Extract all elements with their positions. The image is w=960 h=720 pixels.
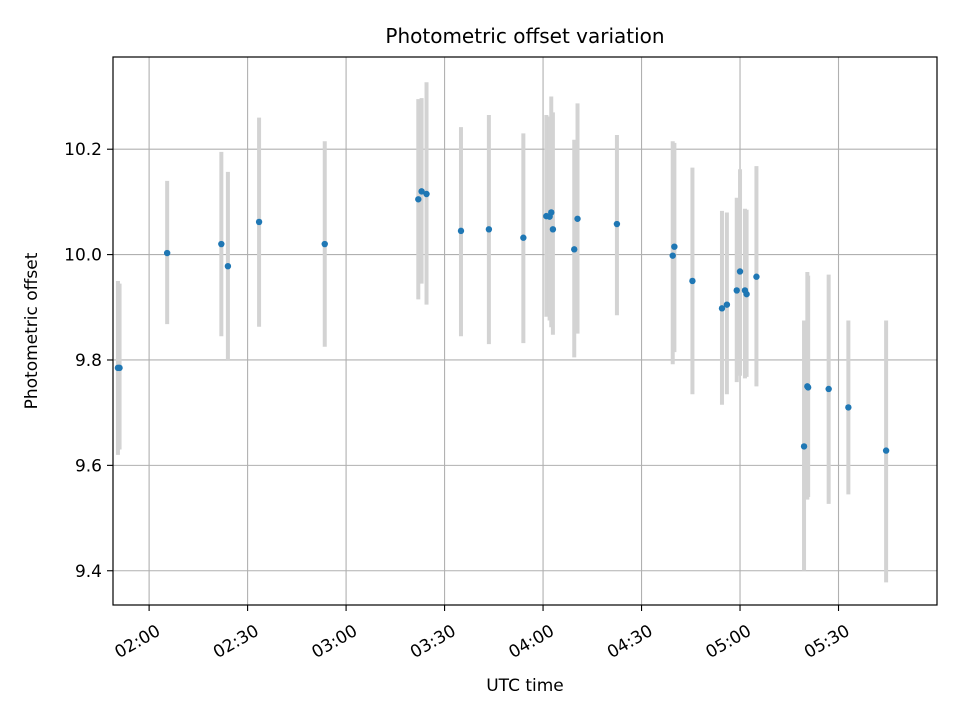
data-point: [671, 243, 678, 250]
data-point: [800, 443, 808, 450]
data-point: [418, 188, 425, 195]
data-point: [736, 268, 744, 275]
chart-title: Photometric offset variation: [385, 24, 664, 48]
data-point: [255, 218, 263, 226]
data-point: [845, 404, 852, 411]
y-axis-label: Photometric offset: [22, 252, 42, 409]
data-point: [548, 209, 555, 216]
data-point: [669, 252, 676, 259]
data-point: [825, 385, 832, 393]
data-point: [163, 249, 171, 257]
data-point: [415, 196, 422, 203]
data-point: [882, 447, 890, 454]
data-point: [423, 190, 430, 198]
data-point: [733, 287, 740, 294]
x-axis-label: UTC time: [486, 676, 564, 696]
y-tick-label: 10.0: [64, 246, 102, 266]
y-tick-label: 9.6: [75, 456, 102, 476]
data-point: [613, 220, 621, 228]
data-point: [743, 290, 750, 298]
plot-area-frame: [112, 56, 938, 606]
y-tick-label: 9.8: [75, 351, 102, 371]
y-axis-ticks: 9.4 9.6 9.8 10.0 10.2: [64, 140, 113, 582]
data-point: [723, 301, 731, 308]
data-point: [224, 262, 232, 270]
data-point: [571, 246, 578, 253]
data-point: [116, 364, 123, 372]
data-point: [718, 305, 726, 312]
data-point: [753, 273, 760, 280]
data-point: [804, 384, 812, 391]
data-point: [689, 277, 696, 285]
data-point: [485, 226, 493, 233]
data-point: [549, 226, 557, 233]
y-tick-label: 9.4: [75, 562, 102, 582]
data-point: [321, 240, 328, 248]
data-point: [574, 215, 581, 222]
data-point: [520, 234, 527, 241]
data-point: [457, 227, 465, 235]
y-tick-label: 10.2: [64, 140, 102, 160]
data-points: [114, 188, 890, 454]
data-point: [218, 240, 225, 248]
grid-lines: [113, 57, 937, 605]
